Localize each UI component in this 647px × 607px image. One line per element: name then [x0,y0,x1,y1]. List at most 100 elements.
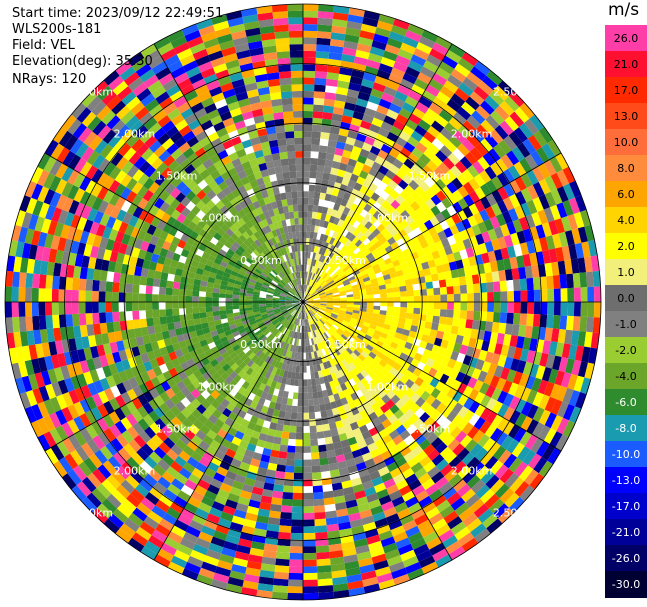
range-gate [165,360,175,371]
range-gate [455,221,466,233]
range-gate [246,443,257,452]
range-gate [349,471,360,481]
range-gate [291,331,295,339]
range-gate [388,561,405,573]
range-gate [273,309,281,313]
range-gate [162,353,172,364]
range-gate [197,219,207,229]
range-gate [499,312,508,324]
range-gate [112,218,123,232]
range-gate [362,276,371,283]
range-gate [370,337,378,345]
range-gate [309,324,313,332]
range-gate [413,295,421,302]
range-gate [313,245,318,253]
range-gate [254,380,262,389]
range-gate [107,455,122,471]
range-gate [233,203,243,213]
range-gate [402,72,418,85]
range-gate [182,418,193,430]
range-gate [165,294,173,302]
range-gate [198,229,208,238]
range-gate [322,272,328,280]
range-gate [331,286,338,291]
range-gate [336,86,349,96]
range-gate [323,98,335,107]
range-gate [282,287,289,293]
range-gate [175,439,187,451]
range-gate [317,310,324,316]
range-gate [128,512,144,527]
range-gate [313,191,321,200]
range-gate [225,305,233,311]
range-gate [381,253,390,261]
range-gate [274,430,283,438]
range-gate [299,305,302,313]
range-gate [19,195,31,212]
range-gate [519,157,533,173]
range-gate [114,183,126,197]
range-gate [51,288,59,302]
range-gate [457,326,466,337]
range-gate [335,420,344,429]
range-gate [291,365,297,373]
range-gate [162,78,178,92]
range-gate [500,223,511,237]
range-gate [309,288,314,294]
range-gate [431,471,445,484]
range-gate [391,316,400,323]
range-gate [140,371,151,383]
range-gate [58,457,73,474]
range-gate [149,451,162,464]
range-gate [485,272,493,283]
range-gate [222,256,231,264]
range-gate [378,165,389,176]
range-gate [241,263,250,270]
range-gate [439,309,448,318]
range-gate [440,356,451,367]
range-gate [270,394,278,403]
range-gate [207,367,217,376]
range-gate [477,80,494,96]
range-gate [278,324,284,332]
range-gate [252,304,260,308]
range-gate [380,367,390,377]
range-gate [332,238,339,247]
range-gate [209,153,221,165]
range-gate [275,275,282,282]
range-gate [170,384,181,395]
range-gate [227,528,242,539]
range-gate [313,299,321,301]
range-gate [111,302,119,312]
range-gate [50,354,61,369]
range-gate [465,275,474,285]
range-gate [205,296,213,302]
range-gate [274,288,282,293]
range-gate [404,408,415,420]
range-gate [398,130,411,142]
range-gate [413,48,430,61]
range-gate [116,465,131,480]
range-gate [313,492,324,500]
range-gate [407,349,417,359]
range-gate [533,289,541,302]
range-gate [419,380,430,391]
range-gate [180,196,191,207]
range-gate [274,360,280,369]
range-gate [116,209,127,222]
range-gate [277,538,291,547]
range-gate [298,312,301,319]
range-gate [286,283,293,290]
range-gate [447,74,463,88]
range-gate [218,302,226,307]
range-gate [278,451,288,459]
range-gate [381,175,392,186]
range-gate [390,320,399,328]
range-gate [363,366,372,375]
range-gate [313,404,321,413]
range-gate [438,162,450,175]
range-gate [139,68,156,83]
range-gate [296,305,301,311]
range-gate [457,267,466,278]
range-gate [238,361,247,370]
